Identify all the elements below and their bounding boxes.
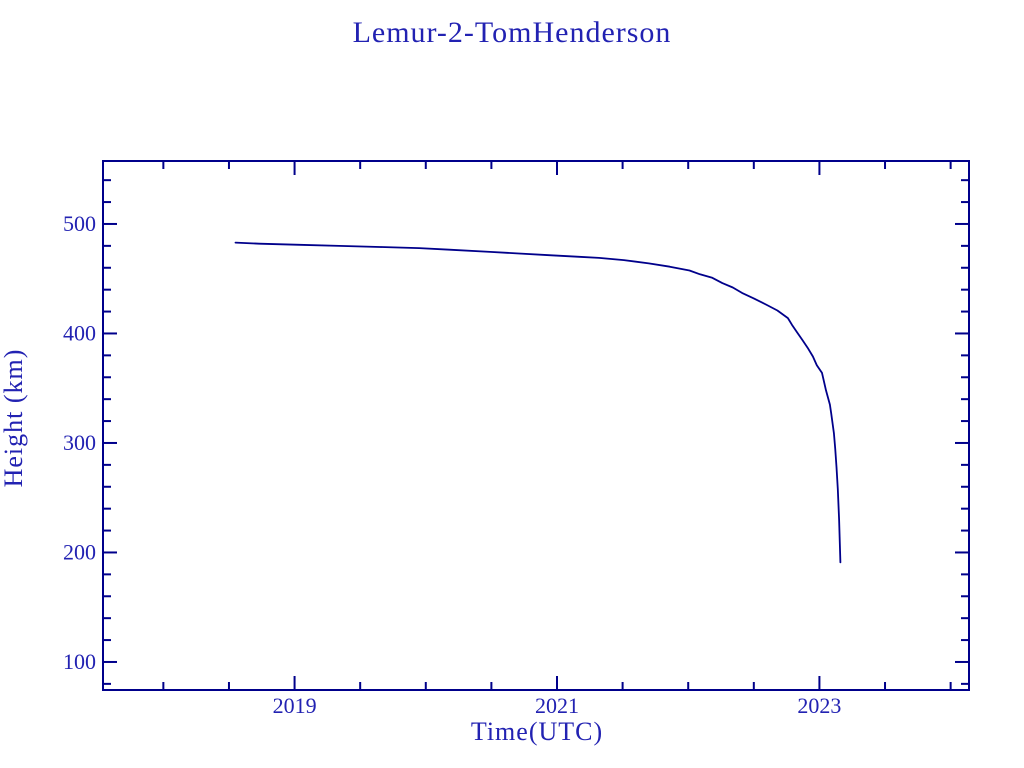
y-tick-label: 300 [63, 430, 96, 455]
y-tick-label: 400 [63, 320, 96, 345]
y-axis-title: Height (km) [0, 349, 28, 488]
decay-curve [234, 241, 842, 564]
x-tick-label: 2021 [535, 693, 579, 718]
y-tick-label: 500 [63, 211, 96, 236]
x-tick-label: 2023 [797, 693, 841, 718]
x-tick-labels: 2019 2021 2023 [273, 693, 842, 718]
x-axis-title: Time(UTC) [471, 717, 603, 746]
chart-title: Lemur-2-TomHenderson [353, 16, 672, 49]
plot-frame [102, 160, 970, 691]
y-tick-label: 200 [63, 539, 96, 564]
y-tick-label: 100 [63, 649, 96, 674]
x-tick-label: 2019 [273, 693, 317, 718]
y-tick-labels: 100 200 300 400 500 [63, 211, 96, 674]
axis-ticks [104, 162, 968, 689]
